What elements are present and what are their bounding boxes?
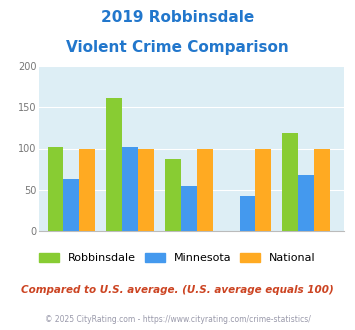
Bar xyxy=(283,133,298,231)
Bar xyxy=(48,147,64,231)
Bar xyxy=(298,175,314,231)
Text: Violent Crime Comparison: Violent Crime Comparison xyxy=(66,40,289,54)
Bar xyxy=(64,179,79,231)
Bar xyxy=(138,148,154,231)
Bar xyxy=(79,148,95,231)
Bar xyxy=(240,196,255,231)
Text: Compared to U.S. average. (U.S. average equals 100): Compared to U.S. average. (U.S. average … xyxy=(21,285,334,295)
Text: 2019 Robbinsdale: 2019 Robbinsdale xyxy=(101,10,254,25)
Legend: Robbinsdale, Minnesota, National: Robbinsdale, Minnesota, National xyxy=(35,248,320,268)
Bar xyxy=(255,148,271,231)
Bar xyxy=(106,98,122,231)
Bar xyxy=(197,148,213,231)
Bar xyxy=(314,148,330,231)
Bar xyxy=(122,147,138,231)
Bar xyxy=(181,186,197,231)
Bar xyxy=(165,159,181,231)
Text: © 2025 CityRating.com - https://www.cityrating.com/crime-statistics/: © 2025 CityRating.com - https://www.city… xyxy=(45,315,310,324)
